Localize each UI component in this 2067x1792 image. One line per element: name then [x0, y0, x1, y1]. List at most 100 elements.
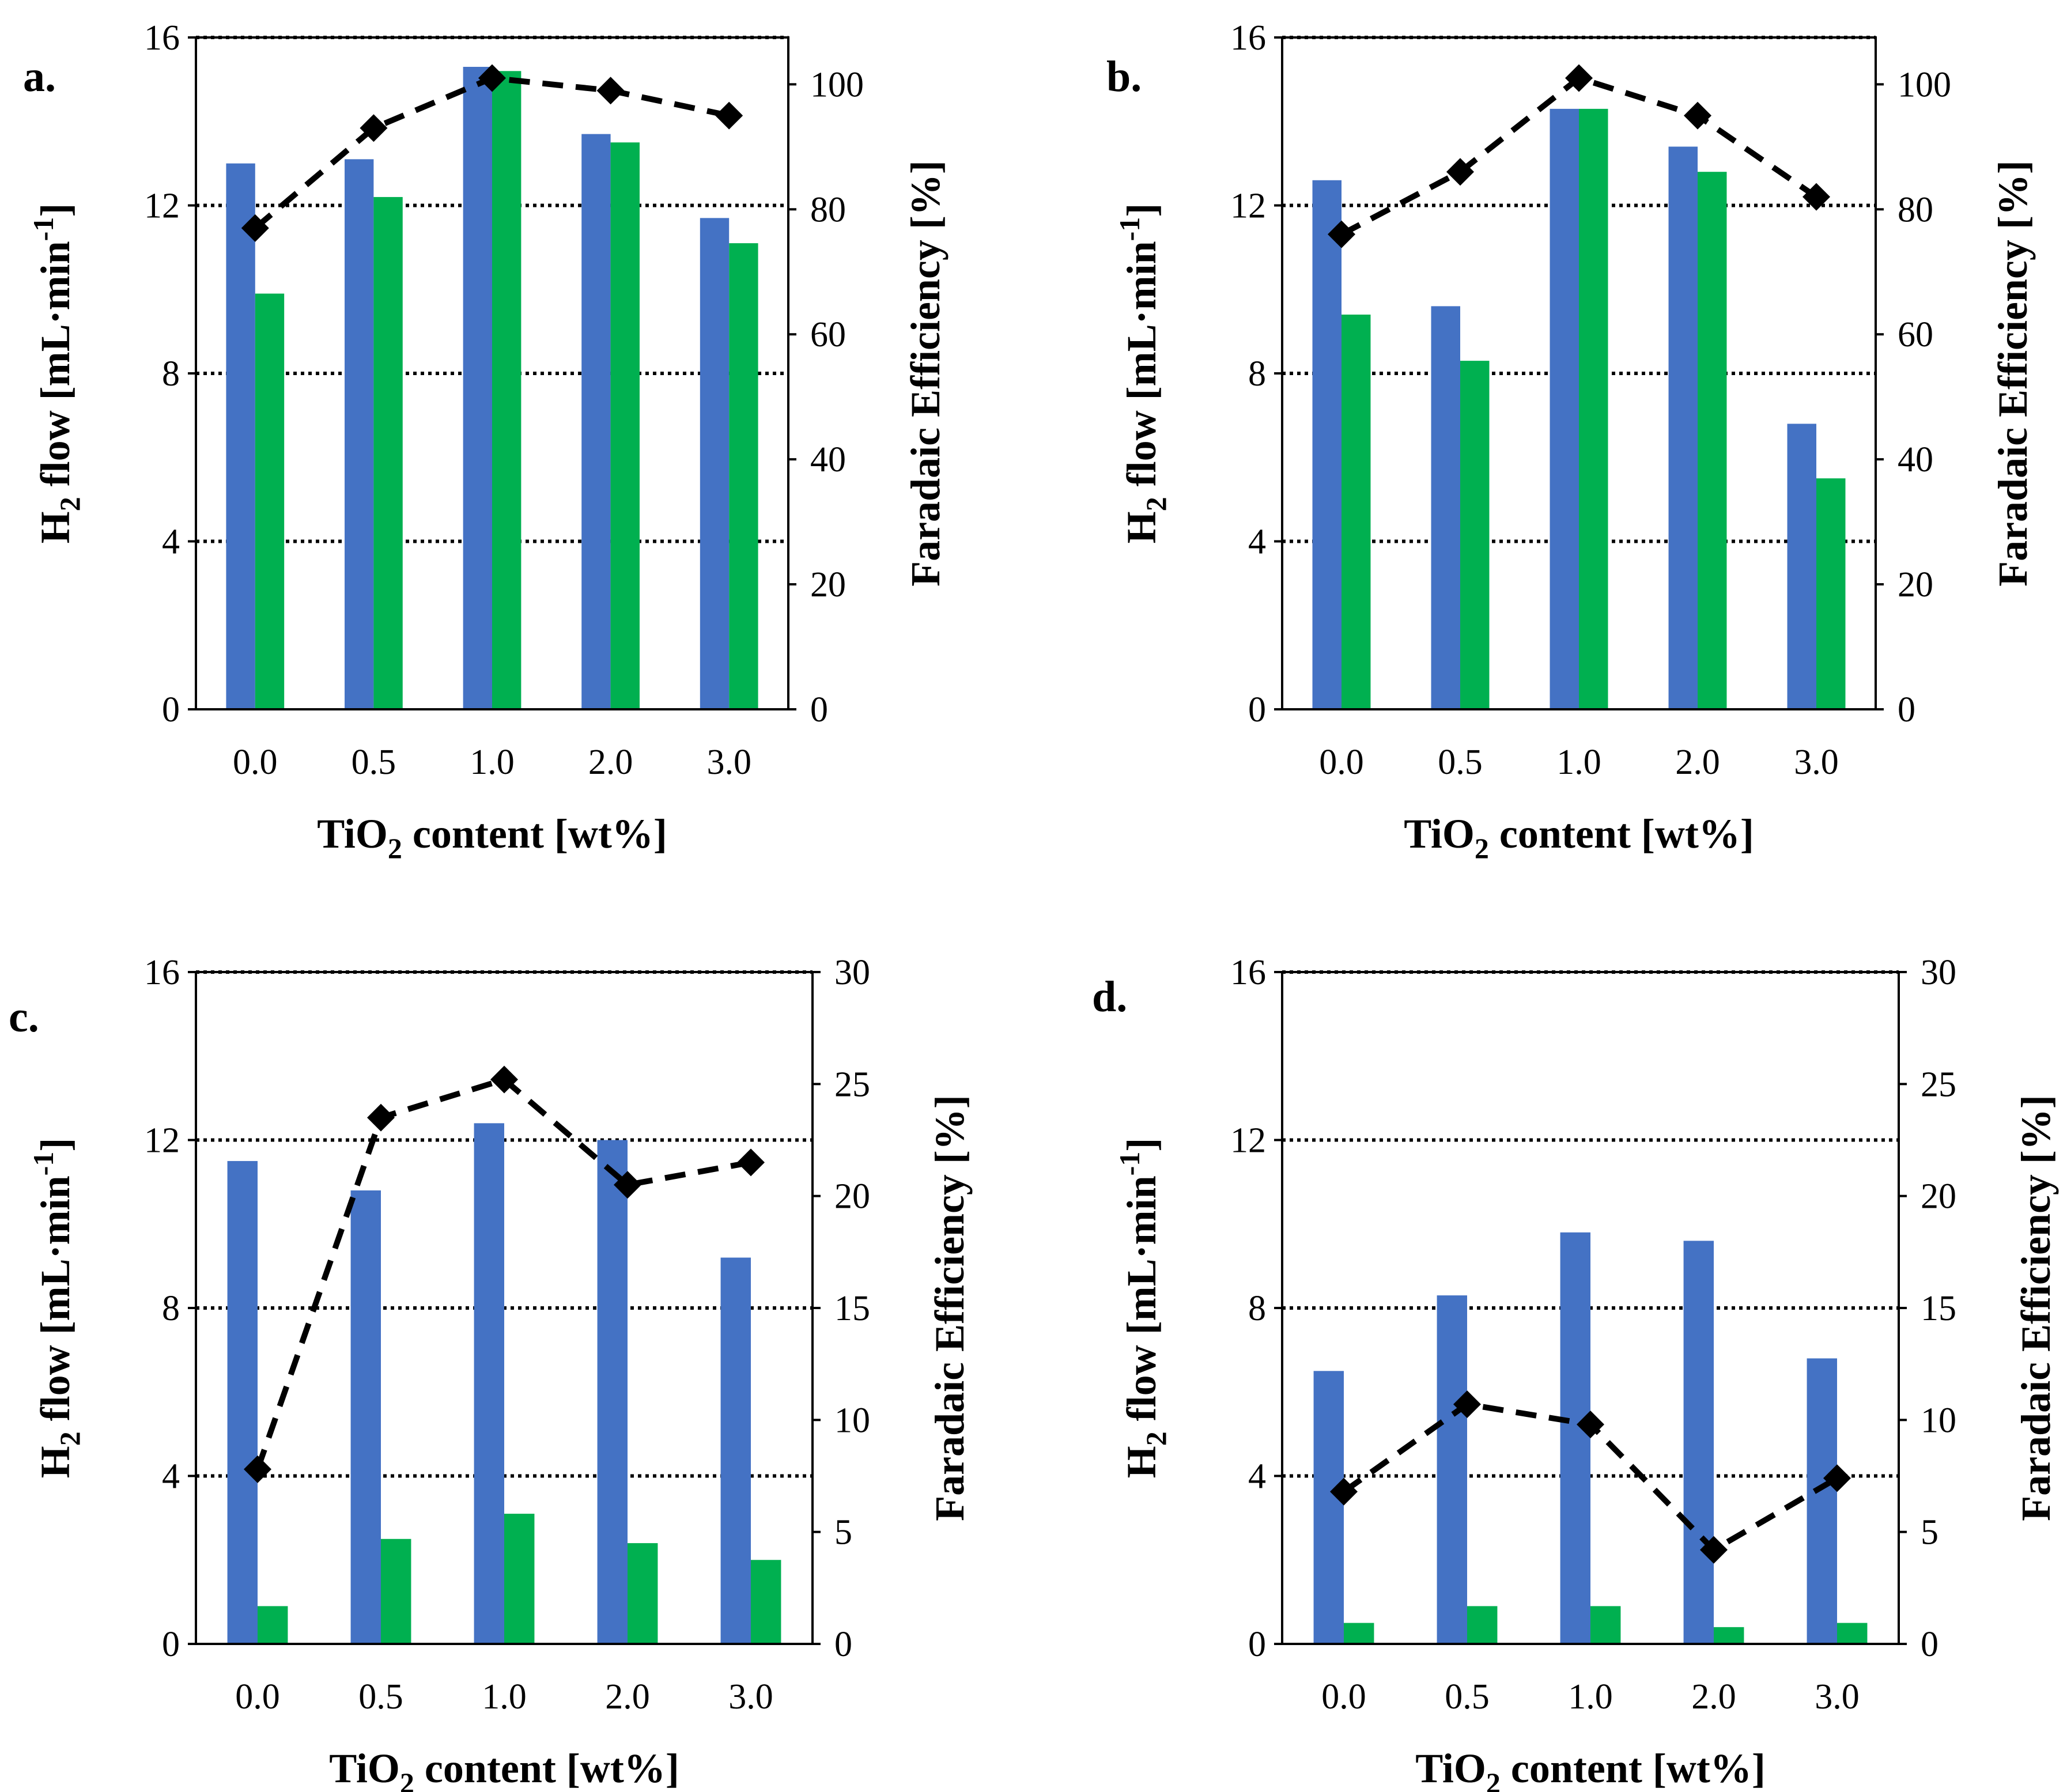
y2-tick-label: 5: [1921, 1513, 1938, 1552]
x-tick-label: 2.0: [588, 743, 633, 782]
x-tick-label: 2.0: [605, 1677, 650, 1717]
y2-tick-label: 30: [1921, 953, 1956, 992]
y2-tick-label: 40: [1898, 440, 1933, 479]
y2-tick-label: 80: [810, 190, 846, 229]
y-axis-title-subscript: 2: [1140, 1431, 1172, 1446]
y2-tick-label: 10: [834, 1401, 870, 1440]
y-tick-label: 0: [162, 1625, 180, 1664]
x-axis-title-subscript: 2: [388, 832, 402, 864]
bar-green: [628, 1543, 658, 1644]
bar-green: [610, 142, 640, 709]
y-axis-title-superscript: -1: [1113, 1152, 1146, 1176]
panel-label: b.: [1106, 52, 1142, 101]
bar-blue: [1550, 108, 1579, 710]
y-axis-title-subscript: 2: [54, 1431, 86, 1446]
data-point-marker: [1565, 64, 1593, 92]
bar-green: [373, 196, 403, 709]
y2-tick-label: 20: [1898, 565, 1933, 604]
bar-blue: [350, 1190, 381, 1644]
bar-blue: [226, 163, 255, 709]
x-axis-title-rest: content [wt%]: [402, 811, 667, 857]
y-tick-label: 4: [1248, 523, 1266, 562]
x-axis-title: TiO2 content [wt%]: [317, 811, 667, 864]
y-axis-title-superscript: -1: [27, 1152, 59, 1176]
y-axis-title-end: ]: [1118, 1138, 1165, 1152]
bar-blue: [1313, 1371, 1344, 1644]
y2-tick-label: 40: [810, 440, 846, 479]
data-point-marker: [737, 1148, 765, 1177]
y2-tick-label: 20: [1921, 1177, 1956, 1216]
x-axis-title-subscript: 2: [1475, 832, 1489, 864]
y-tick-label: 0: [1248, 1625, 1266, 1664]
data-point-marker: [1328, 220, 1355, 248]
y-tick-label: 12: [144, 1121, 180, 1160]
x-tick-label: 1.0: [470, 743, 515, 782]
bar-blue: [227, 1160, 258, 1644]
y-tick-label: 8: [1248, 354, 1266, 394]
y-axis-title-rest: flow [mL·min: [32, 1175, 78, 1431]
bar-green: [492, 71, 522, 709]
y-axis-title-subscript: 2: [1140, 497, 1172, 511]
y-axis-title-main: H: [1118, 511, 1165, 543]
x-axis-title-main: TiO: [1415, 1745, 1486, 1791]
bar-green: [1816, 478, 1846, 709]
x-axis-title: TiO2 content [wt%]: [1415, 1745, 1766, 1792]
y-tick-label: 8: [162, 354, 180, 394]
x-tick-label: 0.5: [1438, 743, 1483, 782]
y-tick-label: 12: [144, 187, 180, 226]
bar-blue: [1807, 1358, 1837, 1644]
y2-tick-label: 60: [810, 315, 846, 354]
y2-tick-label: 5: [834, 1513, 852, 1552]
y-axis-title-superscript: -1: [1113, 217, 1146, 241]
x-tick-label: 0.0: [1321, 1677, 1366, 1717]
data-point-marker: [241, 214, 269, 242]
x-axis-title-rest: content [wt%]: [1501, 1745, 1766, 1791]
y2-tick-label: 0: [810, 690, 828, 729]
x-axis-title-subscript: 2: [1486, 1767, 1501, 1792]
x-tick-label: 0.5: [352, 743, 396, 782]
y-axis-title-main: H: [32, 1446, 78, 1478]
bar-blue: [700, 218, 730, 709]
x-tick-label: 0.0: [1319, 743, 1364, 782]
x-tick-label: 0.5: [358, 1677, 403, 1717]
bar-blue: [1787, 424, 1816, 709]
bar-green: [381, 1538, 411, 1644]
x-tick-label: 0.5: [1445, 1677, 1490, 1717]
x-tick-label: 0.0: [235, 1677, 280, 1717]
y-tick-label: 8: [162, 1289, 180, 1328]
y-tick-label: 0: [1248, 690, 1266, 729]
bar-green: [729, 243, 758, 709]
bar-blue: [597, 1140, 628, 1644]
y-axis-title-main: H: [1118, 1446, 1165, 1478]
x-tick-label: 1.0: [482, 1677, 527, 1717]
x-axis-title: TiO2 content [wt%]: [1404, 811, 1754, 864]
y-tick-label: 8: [1248, 1289, 1266, 1328]
bar-green: [258, 1606, 288, 1644]
y2-tick-label: 30: [834, 953, 870, 992]
data-point-marker: [1823, 1464, 1851, 1492]
bar-blue: [474, 1123, 504, 1644]
y2-tick-label: 100: [810, 65, 864, 104]
y-tick-label: 12: [1230, 187, 1266, 226]
x-axis-title-main: TiO: [1404, 811, 1475, 857]
y2-tick-label: 60: [1898, 315, 1933, 354]
y-axis-title-end: ]: [1118, 203, 1165, 217]
y-tick-label: 4: [162, 1457, 180, 1496]
data-point-marker: [715, 101, 743, 130]
bar-green: [1344, 1623, 1374, 1644]
bar-green: [1342, 314, 1371, 709]
y-axis-title: H2 flow [mL·min-1]: [27, 1138, 86, 1479]
y-tick-label: 16: [1230, 953, 1266, 992]
data-point-marker: [244, 1455, 271, 1483]
y-tick-label: 16: [144, 953, 180, 992]
y-axis-title-superscript: -1: [27, 217, 59, 241]
x-tick-label: 3.0: [1794, 743, 1839, 782]
y-axis-title-rest: flow [mL·min: [1118, 241, 1165, 497]
bar-green: [1837, 1623, 1868, 1644]
bar-green: [1714, 1627, 1744, 1644]
y2-tick-label: 0: [1898, 690, 1915, 729]
